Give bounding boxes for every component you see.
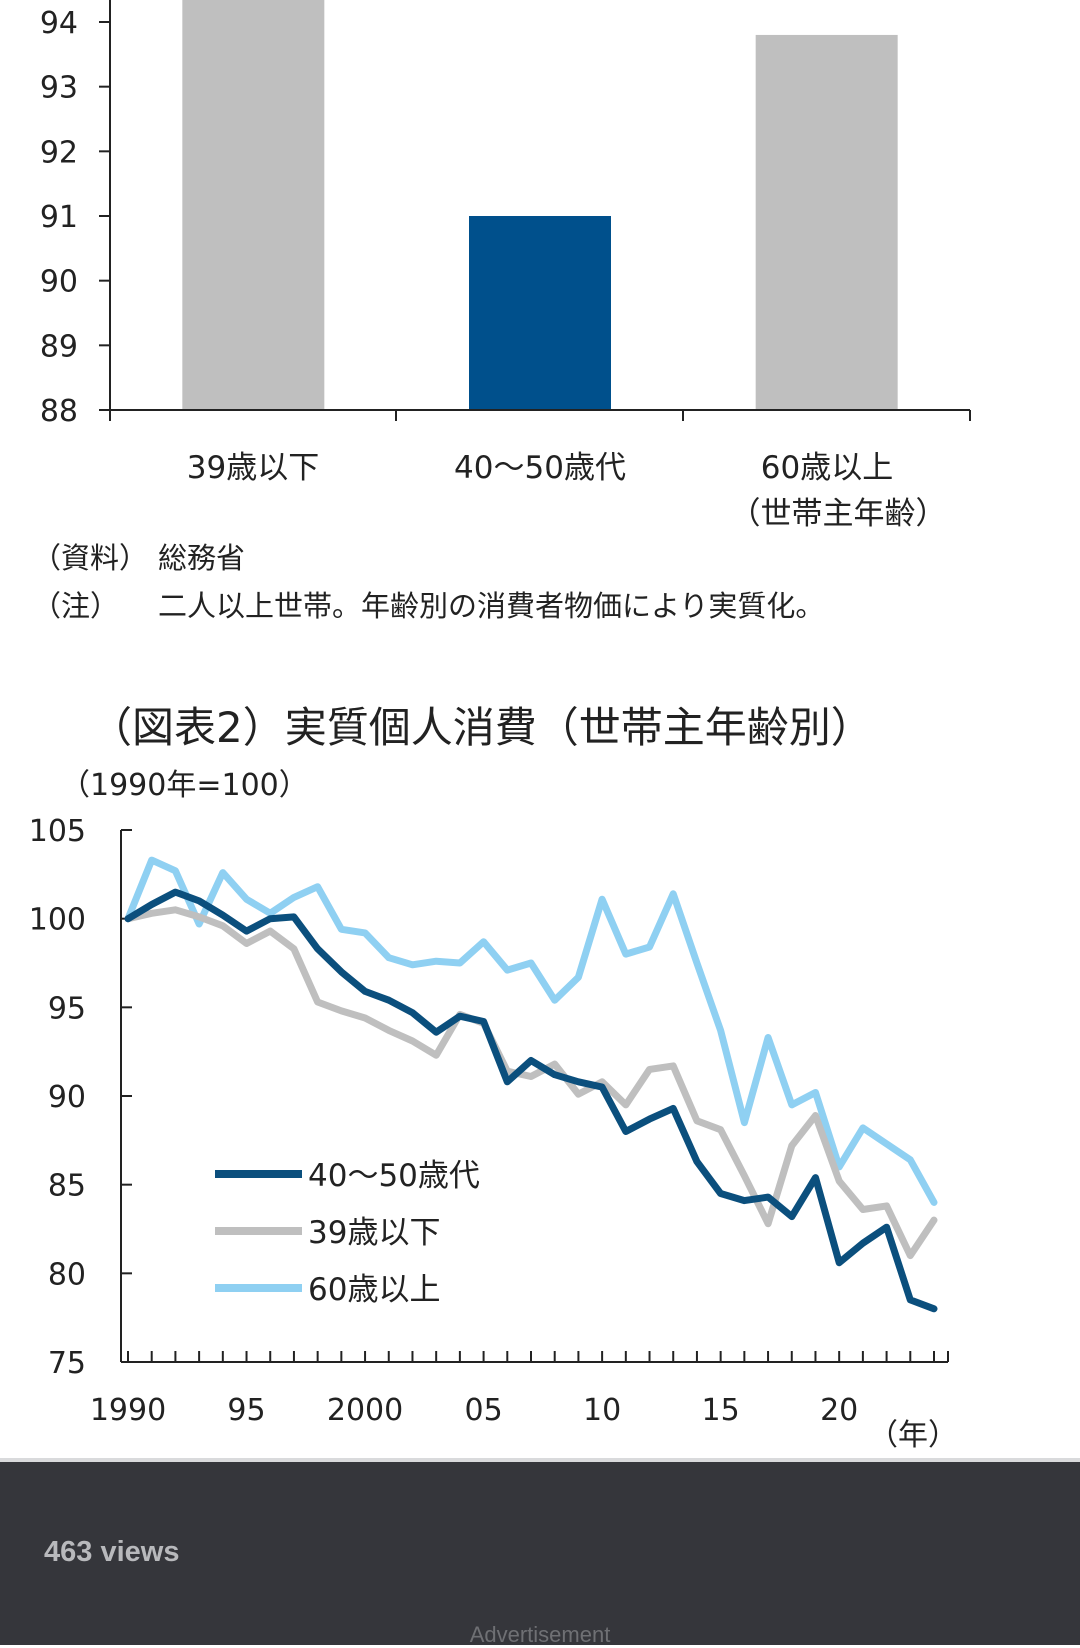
line-y-tick-label: 105 (29, 814, 86, 849)
bar-bars (182, 0, 898, 410)
line-y-tick-label: 80 (48, 1257, 86, 1292)
footer-bar (0, 1462, 1080, 1645)
bar-y-tick-label: 91 (40, 200, 78, 235)
bar-y-tick-label: 94 (40, 6, 78, 41)
line-y-ticks: 105 100 95 90 85 80 75 (29, 814, 132, 1381)
line-y-tick-label: 90 (48, 1080, 86, 1115)
bar (469, 216, 611, 410)
advertisement-label: Advertisement (469, 1622, 611, 1647)
legend: 40～50歳代 39歳以下 60歳以上 (215, 1158, 480, 1308)
source-note-label: （資料） (32, 541, 148, 575)
line-x-tick-label: 95 (227, 1393, 265, 1428)
footnote-label: （注） (32, 589, 119, 623)
bar (755, 34, 898, 410)
bar-y-tick-label: 90 (40, 265, 78, 300)
legend-label-39: 39歳以下 (308, 1215, 440, 1251)
line-chart-title: （図表2）実質個人消費（世帯主年齢別） (90, 703, 873, 752)
line-series-group (124, 856, 938, 1313)
charts-svg: 94 93 92 91 90 89 88 39歳以下 40～50歳代 60歳以上 （世帯主年… (29, 0, 971, 1453)
line-y-axis-label: （1990年=100） (60, 768, 309, 803)
footnote-text: 二人以上世帯。年齢別の消費者物価により実質化。 (158, 589, 824, 623)
bar-category-label: 39歳以下 (187, 450, 319, 486)
line-y-tick-label: 100 (29, 903, 86, 938)
source-note-text: 総務省 (158, 541, 245, 575)
bar (182, 0, 325, 410)
line-x-axis-unit: （年） (868, 1418, 958, 1453)
line-y-tick-label: 75 (48, 1346, 86, 1381)
bar-y-tick-label: 89 (40, 329, 78, 364)
series-line-60 (124, 856, 938, 1206)
bar-y-tick-label: 92 (40, 135, 78, 170)
bar-y-tick-label: 93 (40, 71, 78, 106)
bar-y-tick-label: 88 (40, 394, 78, 429)
line-y-tick-label: 85 (48, 1169, 86, 1204)
line-x-tick-label: 05 (464, 1393, 502, 1428)
series-line-40-50 (124, 888, 938, 1313)
bar-category-sublabel: （世帯主年齢） (730, 496, 947, 532)
bar-chart: 94 93 92 91 90 89 88 39歳以下 40～50歳代 60歳以上 （世帯主年… (32, 0, 971, 623)
bar-category-label: 40～50歳代 (454, 450, 626, 486)
legend-label-60: 60歳以上 (308, 1272, 440, 1308)
line-x-ticks: 1990 95 2000 05 10 15 20 (90, 1351, 949, 1428)
bar-y-ticks: 94 93 92 91 90 89 88 (40, 6, 110, 429)
view-count: 463 views (44, 1536, 180, 1568)
footer-divider (0, 1458, 1080, 1462)
line-chart: （図表2）実質個人消費（世帯主年齢別） （1990年=100） 105 100 95… (29, 703, 958, 1453)
line-y-tick-label: 95 (48, 991, 86, 1026)
line-x-tick-label: 10 (583, 1393, 621, 1428)
bar-category-label: 60歳以上 (761, 450, 893, 486)
legend-label-40-50: 40～50歳代 (308, 1158, 480, 1194)
line-x-tick-label: 1990 (90, 1393, 166, 1428)
chart-area: 94 93 92 91 90 89 88 39歳以下 40～50歳代 60歳以上 （世帯主年… (28, 0, 971, 1453)
line-x-tick-label: 15 (702, 1393, 740, 1428)
series-line-39 (124, 906, 938, 1260)
line-x-tick-label: 2000 (327, 1393, 403, 1428)
line-x-tick-label: 20 (820, 1393, 858, 1428)
